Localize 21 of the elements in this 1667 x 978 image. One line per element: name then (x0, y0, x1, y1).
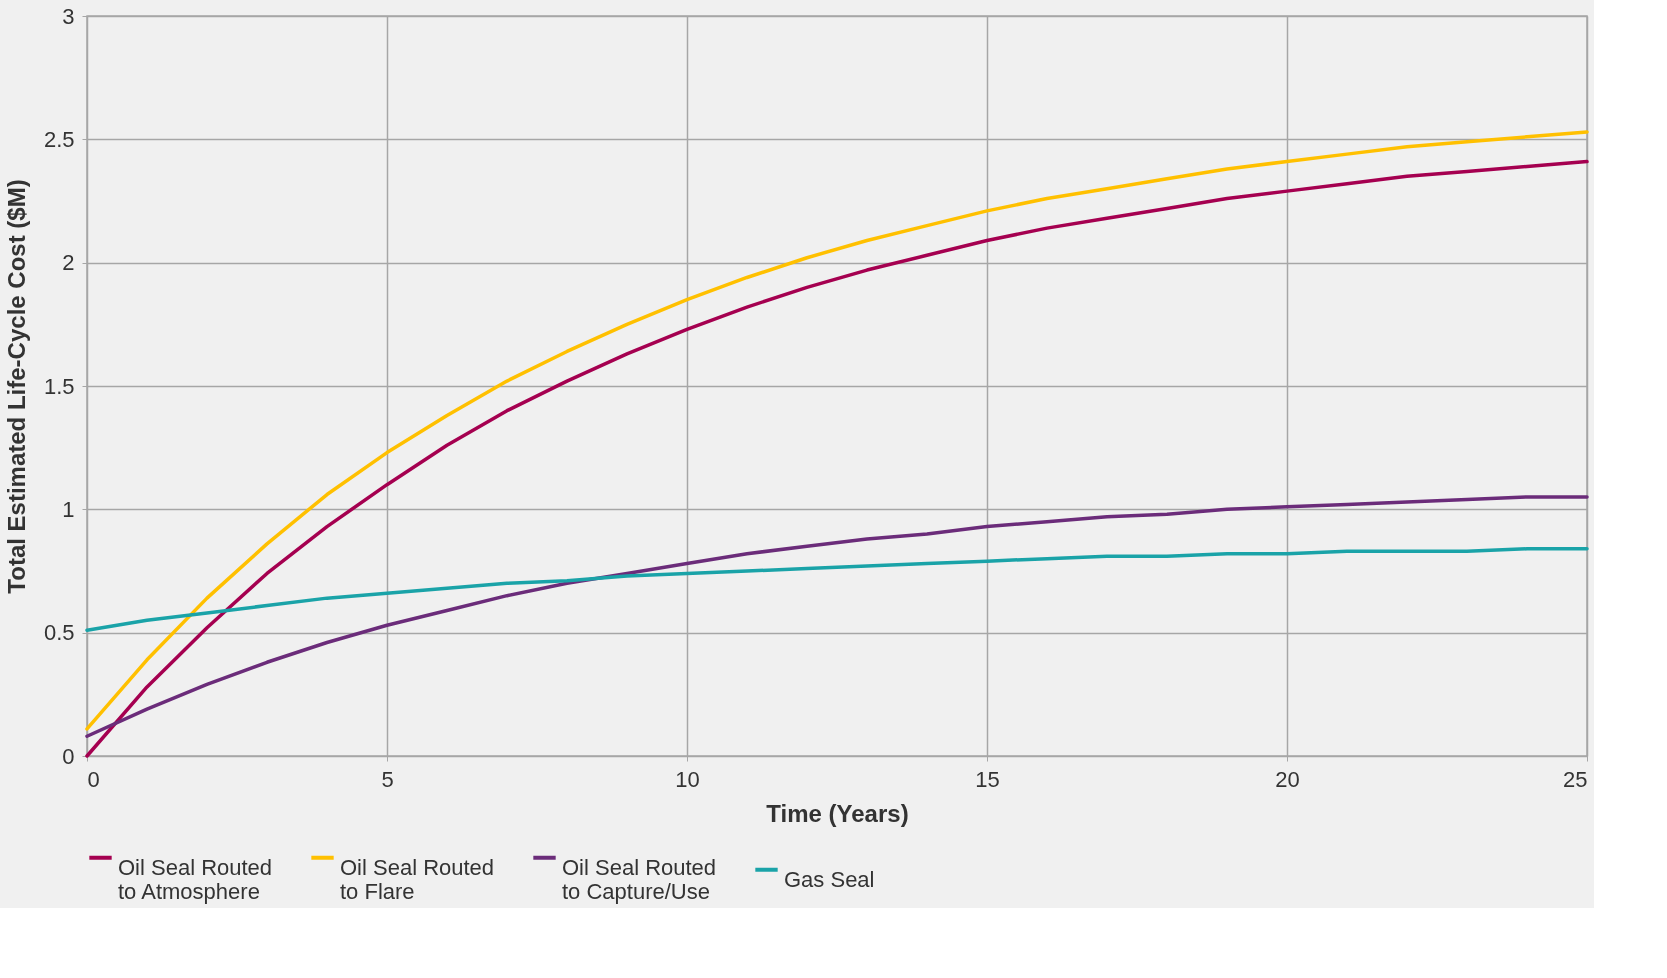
legend-label: Gas Seal (784, 866, 875, 892)
y-tick-label: 2 (62, 250, 75, 276)
y-tick-label: 0.5 (43, 620, 75, 646)
x-axis-title: Time (Years) (766, 799, 909, 827)
y-tick-label: 3 (62, 3, 75, 29)
y-tick-label: 1 (62, 496, 75, 522)
y-tick-label: 0 (62, 743, 75, 769)
line-series (85, 495, 1589, 739)
line-series (85, 547, 1589, 632)
x-tick-label: 0 (87, 766, 100, 792)
y-axis-title: Total Estimated Life-Cycle Cost ($M) (2, 179, 30, 594)
legend-label: Oil Seal Routed to Atmosphere (118, 854, 273, 904)
y-tick-label: 1.5 (43, 373, 75, 399)
x-tick-label: 25 (1563, 766, 1588, 792)
legend-label: Oil Seal Routed to Capture/Use (562, 854, 717, 904)
x-tick-label: 5 (381, 766, 394, 792)
x-tick-label: 15 (975, 766, 1000, 792)
x-tick-label: 20 (1275, 766, 1300, 792)
y-tick-label: 2.5 (43, 126, 75, 152)
legend-label: Oil Seal Routed to Flare (340, 854, 495, 904)
x-tick-label: 10 (675, 766, 700, 792)
